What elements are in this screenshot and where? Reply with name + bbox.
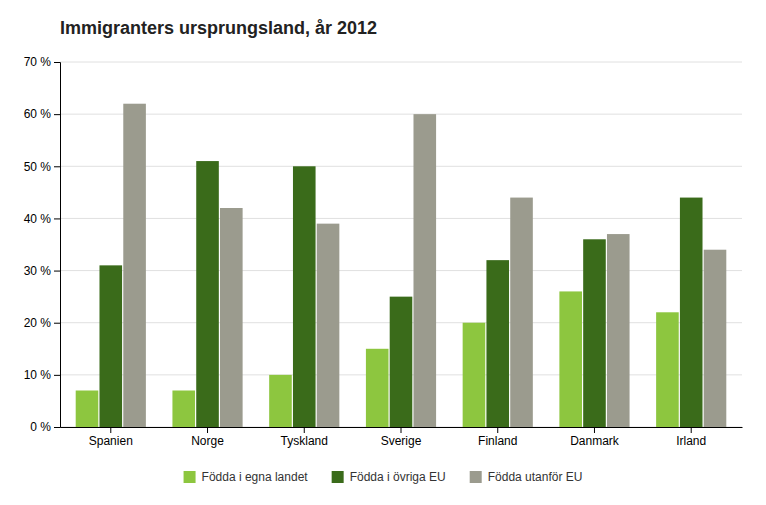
x-tick: Norge: [191, 427, 224, 448]
y-tick-mark: [54, 114, 60, 115]
bar: [220, 208, 243, 427]
y-tick-label: 50 %: [24, 160, 52, 174]
bar: [559, 291, 582, 427]
y-axis: 0 % 10 % 20 % 30 % 40 % 50 % 60 % 70 %: [24, 55, 61, 434]
x-tick-mark: [497, 427, 498, 433]
bars: [76, 104, 727, 427]
plot: 0 % 10 % 20 % 30 % 40 % 50 % 60 % 70 % Spanien No…: [24, 55, 743, 447]
x-tick-mark: [401, 427, 402, 433]
y-tick: 40 %: [24, 212, 60, 226]
y-tick-label: 10 %: [24, 368, 52, 382]
x-axis: Spanien Norge Tyskland Sverige Finland Danmar…: [61, 427, 743, 448]
y-tick-mark: [54, 375, 60, 376]
legend-item: Födda i övriga EU: [332, 470, 446, 484]
bar: [583, 239, 606, 427]
bar: [486, 260, 509, 427]
y-tick-mark: [54, 271, 60, 272]
bar: [463, 323, 486, 427]
bar: [680, 198, 703, 427]
x-tick-label: Sverige: [381, 434, 422, 448]
bar: [510, 198, 533, 427]
y-tick-label: 70 %: [24, 55, 52, 69]
bar: [123, 104, 146, 427]
y-tick-label: 60 %: [24, 107, 52, 121]
x-tick-label: Norge: [191, 434, 224, 448]
grid-line: [60, 114, 742, 115]
bar: [413, 114, 436, 427]
legend-item: Födda utanför EU: [470, 470, 583, 484]
y-tick: 20 %: [24, 316, 60, 330]
x-tick-label: Spanien: [89, 434, 133, 448]
x-tick-label: Irland: [676, 434, 706, 448]
bar: [390, 297, 413, 427]
bar: [656, 312, 679, 427]
x-tick: Spanien: [89, 427, 133, 448]
bar: [99, 265, 122, 427]
x-tick-label: Danmark: [570, 434, 620, 448]
y-tick-label: 20 %: [24, 316, 52, 330]
y-tick-mark: [54, 218, 60, 219]
y-tick: 60 %: [24, 107, 60, 121]
grid-line: [60, 62, 742, 63]
y-axis-line: [54, 63, 61, 428]
y-tick-mark: [54, 166, 60, 167]
grid-line: [60, 166, 742, 167]
x-tick-mark: [304, 427, 305, 433]
x-tick: Tyskland: [281, 427, 328, 448]
bar: [704, 250, 727, 427]
legend-swatch: [332, 471, 344, 483]
y-tick-mark: [54, 427, 60, 428]
x-tick: Finland: [478, 427, 517, 448]
bar: [196, 161, 219, 427]
bar: [366, 349, 389, 427]
x-tick: Danmark: [570, 427, 620, 448]
title: Immigranters ursprungsland, år 2012: [60, 18, 377, 38]
grid: [60, 62, 742, 427]
legend-label: Födda i övriga EU: [350, 470, 446, 484]
x-tick-mark: [207, 427, 208, 433]
x-tick-mark: [691, 427, 692, 433]
y-tick-label: 40 %: [24, 212, 52, 226]
x-tick: Irland: [676, 427, 706, 448]
x-tick-mark: [594, 427, 595, 433]
bar-series: [99, 161, 702, 427]
x-tick-label: Tyskland: [281, 434, 328, 448]
grid-line: [60, 218, 742, 219]
y-tick: 30 %: [24, 264, 60, 278]
chart: Immigranters ursprungsland, år 2012 0 % 10…: [0, 0, 766, 505]
legend: Födda i egna landet Födda i övriga EU Född…: [184, 470, 583, 484]
y-tick: 70 %: [24, 55, 60, 69]
grid-line: [60, 270, 742, 271]
bar: [607, 234, 630, 427]
y-tick: 0 %: [30, 420, 60, 434]
x-tick: Sverige: [381, 427, 422, 448]
y-tick-label: 30 %: [24, 264, 52, 278]
bar: [269, 375, 292, 427]
y-tick-mark: [54, 323, 60, 324]
bar: [76, 391, 99, 428]
bar: [317, 224, 340, 427]
legend-swatch: [470, 471, 482, 483]
bar-series: [123, 104, 726, 427]
bar: [293, 166, 316, 427]
y-tick-label: 0 %: [30, 420, 51, 434]
y-tick: 10 %: [24, 368, 60, 382]
y-tick-mark: [54, 62, 60, 63]
y-tick: 50 %: [24, 160, 60, 174]
legend-swatch: [184, 471, 196, 483]
bar: [172, 391, 195, 428]
x-tick-mark: [110, 427, 111, 433]
x-tick-label: Finland: [478, 434, 517, 448]
legend-item: Födda i egna landet: [184, 470, 309, 484]
legend-label: Födda utanför EU: [488, 470, 583, 484]
legend-label: Födda i egna landet: [202, 470, 309, 484]
